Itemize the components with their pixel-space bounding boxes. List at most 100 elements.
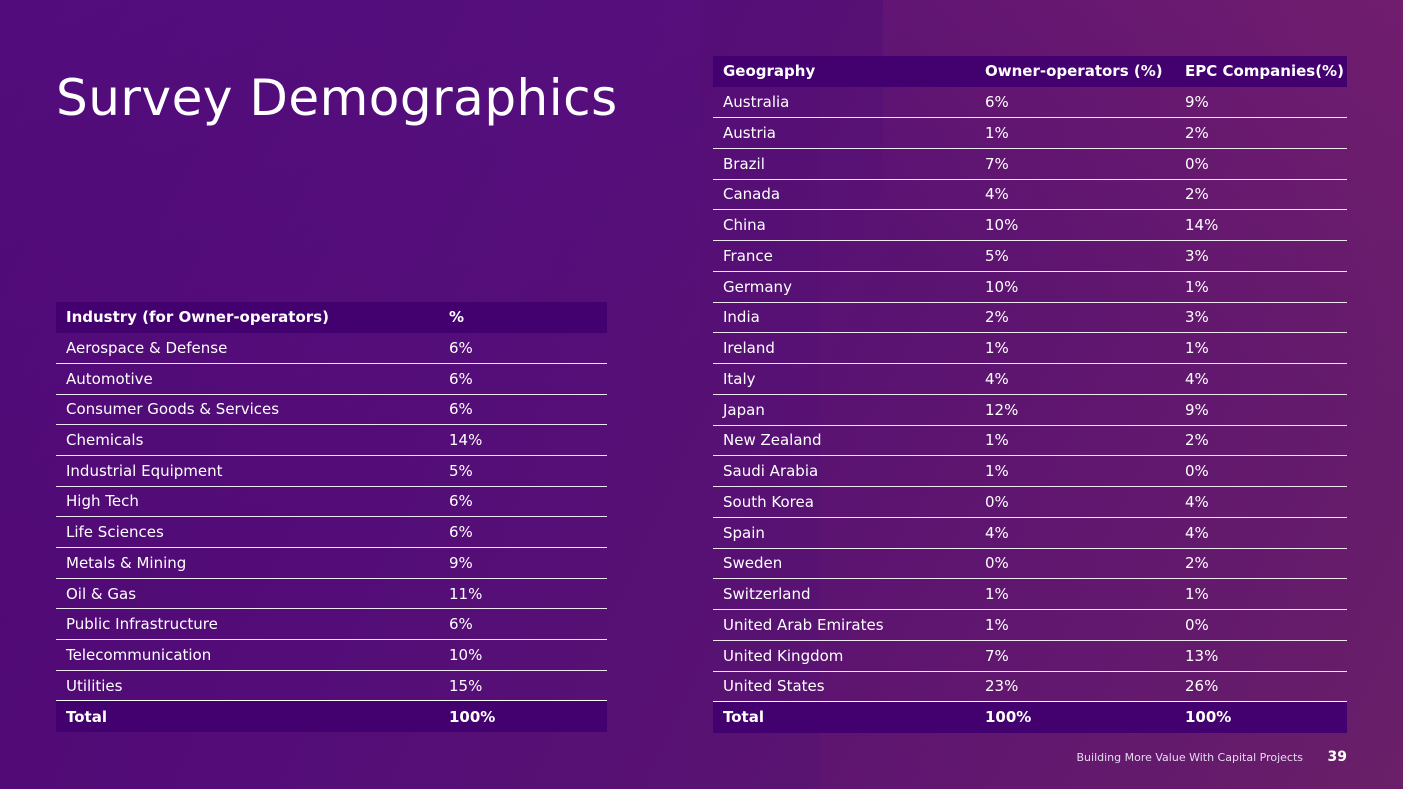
table-row: Chemicals 14%: [56, 424, 607, 456]
row-label: Aerospace & Defense: [56, 332, 439, 364]
table-row: Saudi Arabia 1% 0%: [713, 455, 1347, 487]
geography-table: Geography Owner-operators (%) EPC Compan…: [713, 56, 1347, 733]
table-row: Telecommunication 10%: [56, 639, 607, 671]
total-label: Total: [713, 701, 975, 733]
table-row: Australia 6% 9%: [713, 86, 1347, 118]
row-value: 0%: [1175, 609, 1347, 641]
table-row: Brazil 7% 0%: [713, 148, 1347, 180]
row-label: South Korea: [713, 486, 975, 518]
row-value: 0%: [975, 548, 1175, 580]
row-value: 3%: [1175, 240, 1347, 272]
total-label: Total: [56, 700, 439, 732]
row-value: 2%: [1175, 117, 1347, 149]
row-value: 4%: [975, 363, 1175, 395]
row-value: 15%: [439, 670, 607, 702]
row-value: 6%: [439, 516, 607, 548]
table-header-row: Geography Owner-operators (%) EPC Compan…: [713, 56, 1347, 87]
row-value: 1%: [975, 332, 1175, 364]
table-row: Automotive 6%: [56, 363, 607, 395]
table-row: United Kingdom 7% 13%: [713, 640, 1347, 672]
page-number: 39: [1327, 749, 1347, 765]
table-row: Germany 10% 1%: [713, 271, 1347, 303]
row-value: 3%: [1175, 302, 1347, 334]
row-label: Spain: [713, 517, 975, 549]
row-label: New Zealand: [713, 425, 975, 457]
row-label: United Arab Emirates: [713, 609, 975, 641]
row-value: 5%: [975, 240, 1175, 272]
row-value: 9%: [1175, 86, 1347, 118]
row-value: 4%: [975, 517, 1175, 549]
row-label: United Kingdom: [713, 640, 975, 672]
row-value: 10%: [439, 639, 607, 671]
column-header: Owner-operators (%): [975, 56, 1175, 87]
row-label: High Tech: [56, 486, 439, 518]
table-row: Switzerland 1% 1%: [713, 578, 1347, 610]
row-label: Japan: [713, 394, 975, 426]
row-value: 5%: [439, 455, 607, 487]
column-header: EPC Companies(%): [1175, 56, 1347, 87]
row-value: 7%: [975, 640, 1175, 672]
row-label: Ireland: [713, 332, 975, 364]
column-header: Industry (for Owner-operators): [56, 302, 439, 333]
row-label: Public Infrastructure: [56, 608, 439, 641]
column-header: Geography: [713, 56, 975, 87]
table-row: Sweden 0% 2%: [713, 548, 1347, 580]
row-value: 6%: [439, 486, 607, 518]
row-value: 11%: [439, 578, 607, 610]
row-value: 1%: [975, 425, 1175, 457]
row-value: 2%: [975, 302, 1175, 334]
table-row: Life Sciences 6%: [56, 516, 607, 548]
table-row: India 2% 3%: [713, 302, 1347, 334]
row-value: 9%: [439, 547, 607, 579]
row-value: 1%: [975, 578, 1175, 610]
table-row: China 10% 14%: [713, 209, 1347, 241]
table-row: Aerospace & Defense 6%: [56, 332, 607, 364]
row-value: 6%: [439, 394, 607, 426]
table-row: Oil & Gas 11%: [56, 578, 607, 610]
row-value: 0%: [1175, 455, 1347, 487]
column-header: %: [439, 302, 607, 333]
row-value: 6%: [439, 608, 607, 641]
table-row: High Tech 6%: [56, 486, 607, 518]
row-label: Consumer Goods & Services: [56, 394, 439, 426]
row-value: 23%: [975, 671, 1175, 703]
table-row: Austria 1% 2%: [713, 117, 1347, 149]
row-label: France: [713, 240, 975, 272]
row-label: Automotive: [56, 363, 439, 395]
row-label: Brazil: [713, 148, 975, 180]
row-value: 9%: [1175, 394, 1347, 426]
row-value: 1%: [1175, 271, 1347, 303]
total-value: 100%: [439, 700, 607, 732]
row-value: 10%: [975, 271, 1175, 303]
row-label: Metals & Mining: [56, 547, 439, 579]
row-value: 26%: [1175, 671, 1347, 703]
row-label: China: [713, 209, 975, 241]
row-value: 2%: [1175, 425, 1347, 457]
row-value: 14%: [1175, 209, 1347, 241]
row-value: 4%: [1175, 517, 1347, 549]
row-label: United States: [713, 671, 975, 703]
row-value: 7%: [975, 148, 1175, 180]
row-label: Saudi Arabia: [713, 455, 975, 487]
table-row: Canada 4% 2%: [713, 179, 1347, 211]
row-value: 14%: [439, 424, 607, 456]
table-row: United States 23% 26%: [713, 671, 1347, 703]
row-value: 6%: [975, 86, 1175, 118]
row-label: Switzerland: [713, 578, 975, 610]
row-label: Telecommunication: [56, 639, 439, 671]
row-label: Chemicals: [56, 424, 439, 456]
table-total-row: Total 100%: [56, 700, 607, 732]
table-header-row: Industry (for Owner-operators) %: [56, 302, 607, 333]
row-label: Germany: [713, 271, 975, 303]
table-row: Japan 12% 9%: [713, 394, 1347, 426]
table-row: South Korea 0% 4%: [713, 486, 1347, 518]
row-value: 0%: [975, 486, 1175, 518]
table-row: France 5% 3%: [713, 240, 1347, 272]
row-value: 0%: [1175, 148, 1347, 180]
table-row: Utilities 15%: [56, 670, 607, 702]
row-value: 1%: [1175, 332, 1347, 364]
table-row: United Arab Emirates 1% 0%: [713, 609, 1347, 641]
row-value: 4%: [975, 179, 1175, 211]
total-value: 100%: [975, 701, 1175, 733]
row-label: Canada: [713, 179, 975, 211]
